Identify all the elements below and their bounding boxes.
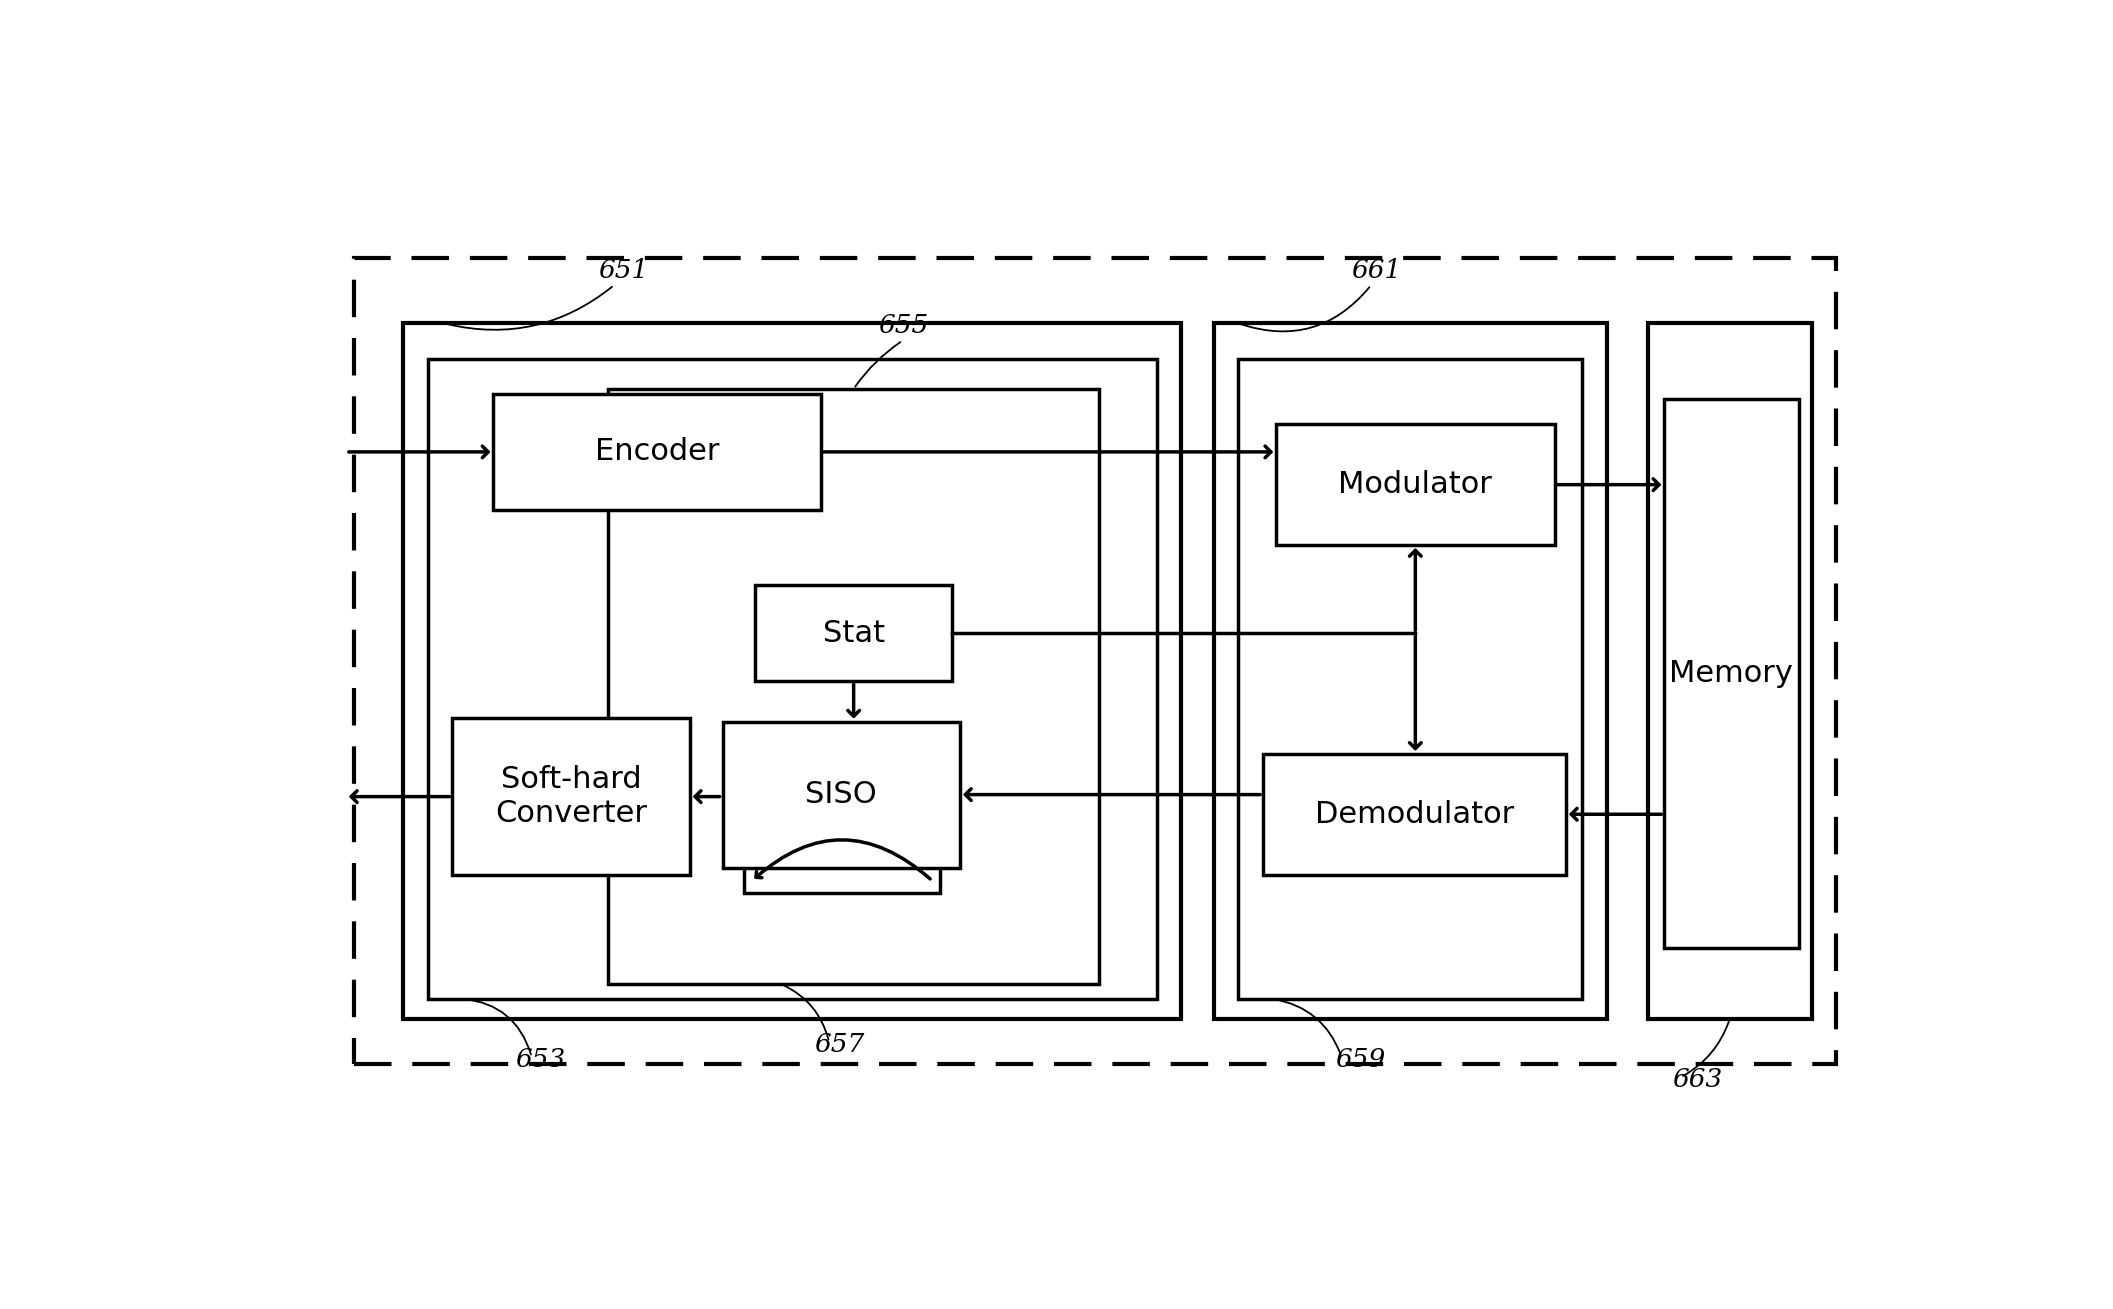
FancyBboxPatch shape [609, 389, 1099, 983]
FancyBboxPatch shape [452, 719, 691, 874]
Text: 661: 661 [1352, 258, 1401, 283]
Text: Modulator: Modulator [1338, 470, 1492, 499]
FancyBboxPatch shape [756, 585, 951, 681]
Text: 653: 653 [516, 1047, 566, 1072]
FancyBboxPatch shape [1648, 323, 1811, 1018]
Text: SISO: SISO [805, 780, 877, 809]
Text: 663: 663 [1673, 1067, 1722, 1093]
FancyBboxPatch shape [1213, 323, 1606, 1018]
FancyBboxPatch shape [1264, 754, 1566, 874]
FancyBboxPatch shape [427, 359, 1156, 999]
FancyBboxPatch shape [355, 258, 1836, 1064]
FancyBboxPatch shape [404, 323, 1181, 1018]
Text: Memory: Memory [1669, 660, 1794, 689]
FancyBboxPatch shape [1238, 359, 1583, 999]
FancyBboxPatch shape [744, 757, 940, 893]
Text: 657: 657 [814, 1031, 864, 1058]
Text: 655: 655 [879, 313, 928, 339]
Text: Demodulator: Demodulator [1314, 800, 1515, 829]
FancyBboxPatch shape [1276, 424, 1555, 545]
Text: Encoder: Encoder [596, 437, 718, 466]
FancyBboxPatch shape [494, 394, 820, 509]
Text: 659: 659 [1335, 1047, 1384, 1072]
FancyBboxPatch shape [723, 721, 959, 868]
FancyBboxPatch shape [1665, 399, 1798, 948]
Text: Stat: Stat [822, 619, 885, 648]
Text: 651: 651 [598, 258, 649, 283]
Text: Soft-hard
Converter: Soft-hard Converter [494, 766, 647, 827]
